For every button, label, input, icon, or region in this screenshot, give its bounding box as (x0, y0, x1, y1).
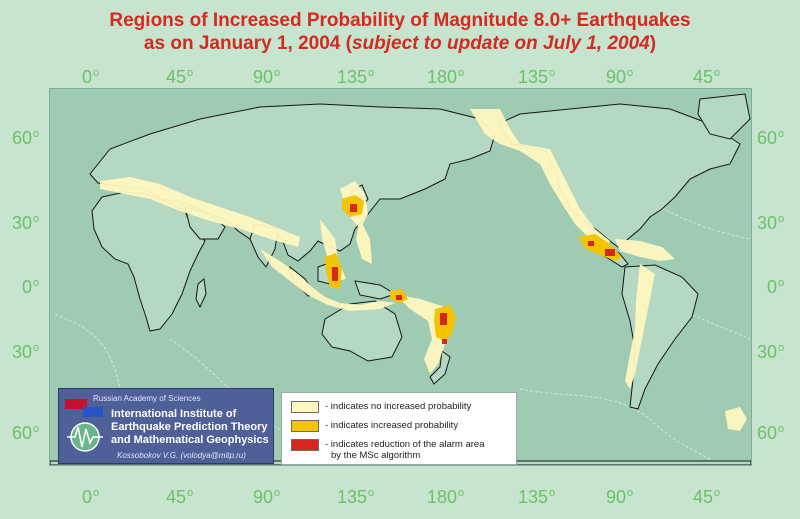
bottom-lon-label: 180o (427, 487, 465, 507)
left-lat-label: 60o (12, 423, 40, 443)
bottom-lon-label: 45o (166, 487, 194, 507)
right-lat-label: 30o (757, 342, 785, 362)
legend-swatch (291, 439, 319, 451)
legend-label: - indicates no increased probability (325, 401, 472, 412)
top-lon-label: 135o (518, 67, 556, 87)
left-lat-label: 30o (12, 213, 40, 233)
reduction-tonga (440, 313, 447, 325)
north-america-coastline (497, 103, 741, 248)
new-zealand-coastline (429, 350, 451, 385)
globe-seismogram-icon (65, 399, 103, 452)
map-title: Regions of Increased Probability of Magn… (109, 10, 691, 31)
reduction-tonga-south (442, 339, 447, 344)
bottom-lon-label: 90o (253, 487, 281, 507)
legend-swatch (291, 420, 319, 432)
subtitle-suffix: ) (649, 33, 657, 54)
map-subtitle: as on January 1, 2004 (subject to update… (0, 33, 800, 55)
top-lon-label: 0o (82, 67, 100, 87)
reduction-mexico (588, 241, 594, 246)
bottom-lon-label: 45o (693, 487, 721, 507)
map-legend: - indicates no increased probability - i… (281, 392, 517, 465)
top-lon-label: 90o (606, 67, 634, 87)
reduction-philippines (332, 267, 338, 281)
legend-swatch (291, 401, 319, 413)
zones-reduction (332, 204, 615, 344)
subtitle-prefix: as on January 1, 2004 ( (143, 33, 352, 54)
bottom-lon-label: 135o (518, 487, 556, 507)
new-guinea-coastline (354, 280, 397, 300)
australia-coastline (321, 300, 403, 362)
institute-logo-box: Russian Academy of Sciences Internationa… (58, 388, 274, 464)
left-lat-label: 60o (12, 128, 40, 148)
bottom-lon-label: 135o (337, 487, 375, 507)
top-lon-label: 45o (166, 67, 194, 87)
top-lon-label: 180o (427, 67, 465, 87)
institute-name-line: Earthquake Prediction Theory (111, 421, 268, 433)
bottom-lon-label: 0o (82, 487, 100, 507)
reduction-central-america (605, 249, 615, 256)
author-credit: Kossobokov V.G. (volodya@mitp.ru) (117, 451, 246, 460)
bottom-lon-label: 90o (606, 487, 634, 507)
institute-name-line: and Mathematical Geophysics (111, 434, 269, 446)
right-lat-label: 30o (757, 213, 785, 233)
top-lon-label: 90o (253, 67, 281, 87)
top-lon-label: 135o (337, 67, 375, 87)
legend-label: - indicates reduction of the alarm area … (325, 439, 485, 461)
reduction-japan (350, 204, 357, 212)
left-lat-label: 0o (22, 277, 40, 297)
madagascar-coastline (195, 278, 207, 309)
zones-no-increase (100, 109, 747, 431)
top-lon-label: 45o (693, 67, 721, 87)
right-lat-label: 0o (767, 277, 785, 297)
institute-name-line: International Institute of (111, 408, 237, 420)
map-drawing (50, 93, 751, 465)
academy-name: Russian Academy of Sciences (93, 394, 201, 403)
subtitle-update-note: subject to update on July 1, 2004 (351, 33, 650, 54)
legend-label: - indicates increased probability (325, 420, 459, 431)
reduction-vanuatu (396, 295, 402, 300)
greenland-coastline (697, 93, 751, 140)
left-lat-label: 30o (12, 342, 40, 362)
right-lat-label: 60o (757, 128, 785, 148)
right-lat-label: 60o (757, 423, 785, 443)
institute-name: International Institute of Earthquake Pr… (111, 408, 273, 447)
